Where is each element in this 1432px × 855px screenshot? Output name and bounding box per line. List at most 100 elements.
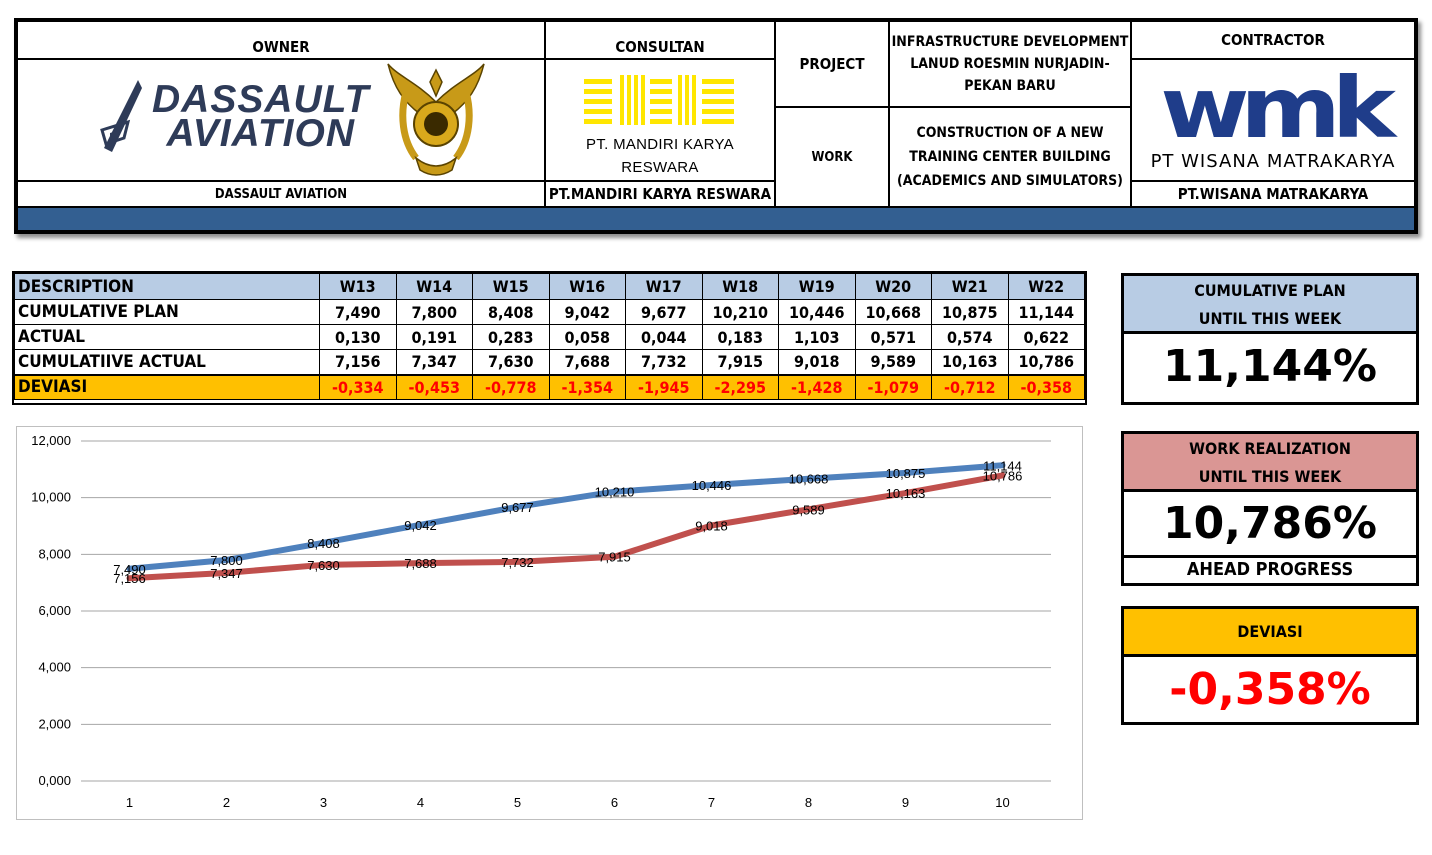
contractor-logo-area: wmk PT WISANA MATRAKARYA (1132, 60, 1414, 182)
data-label: 10,163 (886, 486, 926, 501)
table-cell: 0,130 (319, 324, 397, 350)
consultant-label: CONSULTAN (546, 22, 776, 60)
y-tick-label: 12,000 (31, 433, 71, 448)
table-cell: 7,156 (319, 349, 397, 375)
air-force-emblem-icon (387, 63, 485, 176)
contractor-name: PT.WISANA MATRAKARYA (1177, 184, 1369, 203)
cumulative-plan-title: CUMULATIVE PLAN UNTIL THIS WEEK (1124, 276, 1416, 334)
table-cell: 8,408 (472, 299, 550, 325)
table-cell: 7,630 (472, 349, 550, 375)
column-header: W16 (548, 273, 626, 300)
x-tick-label: 5 (514, 795, 521, 810)
owner-logo-text-2: AVIATION (166, 112, 355, 155)
report-header: OWNER DASSAULT AVIATION DASSAULT AVIATIO… (14, 18, 1418, 234)
column-header: W22 (1007, 273, 1085, 300)
work-realization-title-line-2: UNTIL THIS WEEK (1198, 467, 1342, 486)
data-label: 10,875 (886, 466, 926, 481)
work-realization-title-line-1: WORK REALIZATION (1189, 439, 1351, 458)
table-row: CUMULATIVE PLAN 7,490 7,800 8,408 9,042 … (14, 299, 1085, 325)
cumulative-plan-title-line-2: UNTIL THIS WEEK (1198, 309, 1342, 328)
table-cell: -1,079 (854, 373, 932, 400)
y-tick-label: 6,000 (38, 603, 71, 618)
x-tick-label: 1 (126, 795, 133, 810)
project-label: PROJECT (776, 22, 890, 108)
cumulative-plan-title-line-1: CUMULATIVE PLAN (1194, 281, 1346, 300)
row-label: CUMULATIIVE ACTUAL (14, 349, 320, 375)
progress-table: DESCRIPTION W13 W14 W15 W16 W17 W18 W19 … (14, 273, 1085, 400)
data-label: 9,677 (501, 500, 534, 515)
data-label: 7,688 (404, 556, 437, 571)
y-tick-label: 2,000 (38, 716, 71, 731)
series-line-1 (126, 462, 1006, 572)
x-tick-label: 6 (611, 795, 618, 810)
consultant-logo-area: PT. MANDIRI KARYA RESWARA (546, 60, 776, 182)
table-cell: -0,358 (1007, 373, 1085, 400)
x-tick-label: 2 (223, 795, 230, 810)
table-cell: 0,622 (1007, 324, 1085, 350)
deviasi-title: DEVIASI (1124, 609, 1416, 657)
work-value: CONSTRUCTION OF A NEW TRAINING CENTER BU… (890, 108, 1132, 206)
table-cell: 7,732 (625, 349, 703, 375)
table-cell: 7,347 (395, 349, 473, 375)
data-label: 9,042 (404, 518, 437, 533)
column-header: DESCRIPTION (14, 273, 320, 300)
header-color-bar (18, 206, 1414, 230)
table-cell: 0,044 (625, 324, 703, 350)
table-cell: 7,490 (319, 299, 397, 325)
contractor-logo-mark: wmk (1159, 58, 1396, 157)
table-row: ACTUAL 0,130 0,191 0,283 0,058 0,044 0,1… (14, 324, 1085, 350)
table-cell: 0,058 (548, 324, 626, 350)
data-label: 7,732 (501, 555, 534, 570)
table-cell: 7,688 (548, 349, 626, 375)
data-label: 7,156 (113, 571, 146, 586)
table-cell: 1,103 (778, 324, 856, 350)
table-cell: -0,453 (395, 373, 473, 400)
data-label: 11,144 (983, 458, 1022, 473)
consultant-logo-text: PT. MANDIRI KARYA RESWARA (586, 136, 734, 176)
table-cell: 7,915 (701, 349, 779, 375)
work-realization-title: WORK REALIZATION UNTIL THIS WEEK (1124, 434, 1416, 492)
table-cell: 11,144 (1007, 299, 1085, 325)
y-tick-label: 4,000 (38, 660, 71, 675)
deviasi-panel: DEVIASI -0,358% (1121, 606, 1419, 725)
contractor-label: CONTRACTOR (1132, 22, 1414, 60)
data-label: 7,630 (307, 558, 340, 573)
work-value-line-3: (ACADEMICS AND SIMULATORS) (897, 173, 1123, 189)
table-cell: 7,800 (395, 299, 473, 325)
table-cell: 10,210 (701, 299, 779, 325)
table-cell: 10,668 (854, 299, 932, 325)
table-cell: -0,778 (472, 373, 550, 400)
owner-logo-area: DASSAULT AVIATION (18, 60, 546, 182)
project-value-line-3: PEKAN BARU (964, 78, 1056, 94)
data-label: 9,589 (792, 502, 825, 517)
column-header: W20 (854, 273, 932, 300)
data-label: 10,446 (692, 478, 732, 493)
y-tick-label: 0,000 (38, 773, 71, 788)
dassault-wing-icon (100, 80, 142, 152)
data-label: 9,018 (695, 518, 728, 533)
work-value-line-1: CONSTRUCTION OF A NEW (916, 125, 1104, 141)
column-header: W21 (931, 273, 1009, 300)
data-label: 10,210 (595, 485, 635, 500)
project-value-line-1: INFRASTRUCTURE DEVELOPMENT (891, 34, 1129, 50)
table-cell: 10,446 (778, 299, 856, 325)
table-cell: 0,571 (854, 324, 932, 350)
data-label: 10,668 (789, 472, 829, 487)
table-row: CUMULATIIVE ACTUAL 7,156 7,347 7,630 7,6… (14, 349, 1085, 375)
data-label: 8,408 (307, 536, 340, 551)
owner-logo-text-1: DASSAULT (152, 78, 370, 121)
work-label: WORK (776, 108, 890, 206)
series-line-2 (126, 472, 1006, 582)
data-label: 7,915 (598, 550, 631, 565)
table-cell: 10,786 (1007, 349, 1085, 375)
column-header: W17 (625, 273, 703, 300)
work-value-line-2: TRAINING CENTER BUILDING (909, 149, 1111, 165)
data-label: 10,786 (983, 468, 1023, 483)
owner-name: DASSAULT AVIATION (18, 182, 546, 206)
owner-label: OWNER (18, 22, 546, 60)
table-cell: -1,354 (548, 373, 626, 400)
x-tick-label: 4 (417, 795, 424, 810)
table-cell: -0,712 (931, 373, 1009, 400)
dassault-aviation-logo: DASSAULT AVIATION (98, 78, 369, 156)
y-tick-label: 10,000 (31, 490, 71, 505)
